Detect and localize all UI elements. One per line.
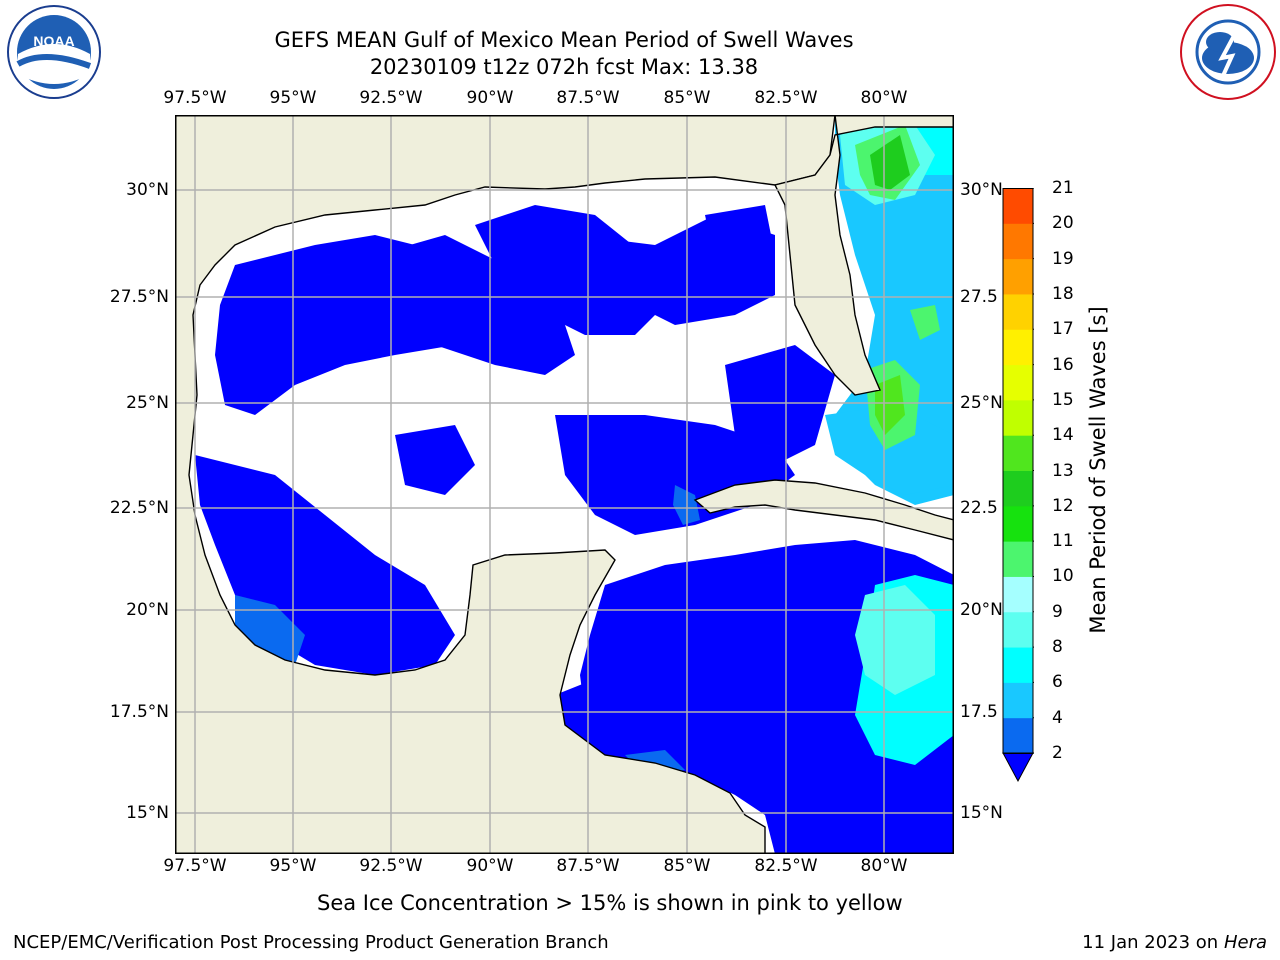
lon-tick-top: 97.5°W [163,88,227,108]
colorbar-tick-label: 19 [1052,248,1074,269]
swell-patch-25 [910,305,940,340]
lon-tick-top: 90°W [466,88,514,108]
colorbar-segment [1003,470,1033,507]
swell-patch-6 [725,345,835,465]
colorbar-segment [1003,505,1033,542]
lat-tick-right: 17.5 [960,702,998,722]
swell-patch-22 [870,135,910,190]
footer-host: Hera [1223,932,1267,953]
lon-tick-top: 92.5°W [359,88,423,108]
map-panel [174,114,955,855]
colorbar-tick-label: 18 [1052,283,1074,304]
land-florida [773,114,955,396]
footer-right: 11 Jan 2023 on Hera [1082,932,1267,953]
lon-tick-bottom: 90°W [466,856,514,876]
lon-tick-bottom: 80°W [860,856,908,876]
footer-date: 11 Jan 2023 on [1082,932,1224,953]
lon-tick-bottom: 85°W [663,856,711,876]
lon-tick-bottom: 97.5°W [163,856,227,876]
lon-tick-top: 87.5°W [556,88,620,108]
lat-tick-left: 27.5°N [109,287,169,307]
lat-tick-left: 22.5°N [109,498,169,518]
lat-tick-left: 30°N [126,180,169,200]
colorbar-tick-label: 13 [1052,460,1074,481]
map-gridlines [175,115,954,854]
colorbar [1002,187,1038,783]
swell-patch-2 [475,205,665,335]
colorbar-tick-label: 6 [1052,672,1063,693]
lon-tick-top: 80°W [860,88,908,108]
lat-tick-right: 15°N [960,803,1003,823]
lon-tick-top: 82.5°W [754,88,818,108]
colorbar-segment [1003,223,1033,260]
lat-tick-right: 25°N [960,393,1003,413]
colorbar-tick-label: 11 [1052,531,1074,552]
colorbar-tick-label: 2 [1052,743,1063,763]
swell-patch-4 [705,205,775,290]
colorbar-segment [1003,541,1033,577]
land-north-america [174,114,836,855]
colorbar-segment [1003,258,1033,295]
lat-tick-right: 30°N [960,180,1003,200]
lat-tick-left: 15°N [126,803,169,823]
swell-patch-24 [875,375,905,435]
lat-tick-right: 20°N [960,600,1003,620]
lon-tick-bottom: 82.5°W [754,856,818,876]
lon-tick-top: 95°W [269,88,317,108]
colorbar-title: Mean Period of Swell Waves [s] [1086,306,1110,634]
chart-title-line1: GEFS MEAN Gulf of Mexico Mean Period of … [274,28,854,52]
land-areas [174,114,955,855]
swell-patch-15 [825,405,954,495]
colorbar-tick-label: 16 [1052,354,1074,375]
colorbar-segment [1003,329,1033,366]
colorbar-segment [1003,293,1033,330]
colorbar-segment [1003,647,1033,683]
footer-left: NCEP/EMC/Verification Post Processing Pr… [13,932,609,953]
colorbar-tick-label: 15 [1052,389,1074,410]
swell-patch-10 [555,675,695,765]
map-frame [175,115,954,854]
swell-patch-14 [835,115,954,505]
sea-ice-caption: Sea Ice Concentration > 15% is shown in … [317,891,903,915]
swell-patch-1 [375,235,575,375]
colorbar-segment [1003,717,1033,754]
colorbar-tick-label: 20 [1052,213,1074,234]
lon-tick-bottom: 95°W [269,856,317,876]
colorbar-under-triangle [1002,752,1034,783]
colorbar-segment [1003,576,1033,613]
colorbar-tick-label: 12 [1052,495,1074,516]
lon-tick-bottom: 92.5°W [359,856,423,876]
lat-tick-left: 25°N [126,393,169,413]
colorbar-tick-label: 17 [1052,319,1074,340]
colorbar-segment [1003,682,1033,719]
noaa-logo: NOAA [4,4,104,100]
swell-patch-18 [855,585,935,695]
colorbar-tick-label: 9 [1052,601,1063,622]
colorbar-tick-label: 8 [1052,637,1063,658]
lon-tick-bottom: 87.5°W [556,856,620,876]
colorbar-tick-label: 14 [1052,425,1074,446]
lat-tick-left: 20°N [126,600,169,620]
lat-tick-left: 17.5°N [109,702,169,722]
colorbar-tick-label: 10 [1052,566,1074,587]
colorbar-segment [1003,399,1033,436]
nws-logo [1178,2,1278,102]
colorbar-tick-label: 21 [1052,178,1074,198]
colorbar-segment [1003,435,1033,471]
chart-title-line2: 20230109 t12z 072h fcst Max: 13.38 [369,55,759,79]
colorbar-segment [1003,364,1033,401]
noaa-logo-text: NOAA [33,33,74,49]
swell-patch-8 [395,425,475,495]
colorbar-segment [1003,188,1033,224]
colorbar-segment [1003,611,1033,648]
colorbar-tick-label: 4 [1052,707,1063,728]
lon-tick-top: 85°W [663,88,711,108]
lat-tick-right: 27.5 [960,287,998,307]
lat-tick-right: 22.5 [960,498,998,518]
